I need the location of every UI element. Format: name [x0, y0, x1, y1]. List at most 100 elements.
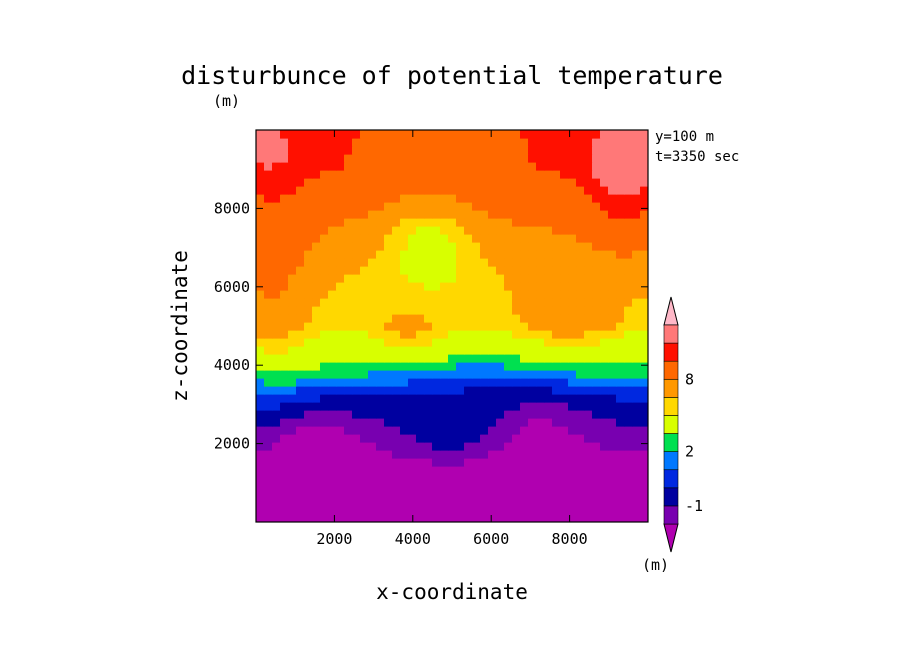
field-cell: [472, 466, 481, 475]
field-cell: [472, 394, 481, 403]
field-cell: [560, 442, 569, 451]
field-cell: [456, 138, 465, 147]
field-cell: [320, 226, 329, 235]
field-cell: [392, 266, 401, 275]
field-cell: [552, 474, 561, 483]
field-cell: [592, 474, 601, 483]
field-cell: [320, 162, 329, 171]
field-cell: [368, 370, 377, 379]
field-cell: [536, 322, 545, 331]
field-cell: [456, 202, 465, 211]
field-cell: [376, 410, 385, 419]
field-cell: [408, 434, 417, 443]
field-cell: [408, 362, 417, 371]
field-cell: [592, 202, 601, 211]
field-cell: [544, 258, 553, 267]
field-cell: [256, 298, 265, 307]
field-cell: [264, 234, 273, 243]
field-cell: [504, 466, 513, 475]
field-cell: [320, 490, 329, 499]
field-cell: [608, 354, 617, 363]
field-cell: [568, 490, 577, 499]
field-cell: [632, 490, 641, 499]
field-cell: [424, 146, 433, 155]
field-cell: [640, 450, 648, 459]
field-cell: [320, 282, 329, 291]
field-cell: [432, 450, 441, 459]
field-cell: [536, 506, 545, 515]
field-cell: [384, 410, 393, 419]
field-cell: [504, 218, 513, 227]
field-cell: [360, 210, 369, 219]
field-cell: [512, 266, 521, 275]
field-cell: [608, 402, 617, 411]
field-cell: [560, 498, 569, 507]
field-cell: [448, 386, 457, 395]
field-cell: [576, 194, 585, 203]
field-cell: [552, 282, 561, 291]
field-cell: [352, 442, 361, 451]
field-cell: [480, 370, 489, 379]
field-cell: [400, 306, 409, 315]
field-cell: [464, 258, 473, 267]
field-cell: [400, 466, 409, 475]
field-cell: [600, 242, 609, 251]
field-cell: [576, 330, 585, 339]
field-cell: [272, 482, 281, 491]
field-cell: [472, 354, 481, 363]
field-cell: [288, 386, 297, 395]
field-cell: [256, 354, 265, 363]
field-cell: [488, 274, 497, 283]
field-cell: [288, 482, 297, 491]
field-cell: [616, 290, 625, 299]
field-cell: [552, 250, 561, 259]
field-cell: [576, 146, 585, 155]
field-cell: [296, 338, 305, 347]
field-cell: [400, 450, 409, 459]
field-cell: [480, 378, 489, 387]
field-cell: [416, 274, 425, 283]
field-cell: [344, 130, 353, 139]
field-cell: [488, 426, 497, 435]
field-cell: [424, 282, 433, 291]
field-cell: [304, 490, 313, 499]
field-cell: [296, 418, 305, 427]
field-cell: [576, 378, 585, 387]
field-cell: [288, 170, 297, 179]
field-cell: [608, 346, 617, 355]
field-cell: [336, 170, 345, 179]
field-cell: [504, 434, 513, 443]
field-cell: [576, 346, 585, 355]
field-cell: [592, 322, 601, 331]
field-cell: [448, 346, 457, 355]
field-cell: [328, 330, 337, 339]
field-cell: [344, 138, 353, 147]
field-cell: [608, 298, 617, 307]
field-cell: [512, 426, 521, 435]
field-cell: [512, 250, 521, 259]
field-cell: [464, 338, 473, 347]
field-cell: [280, 338, 289, 347]
field-cell: [592, 458, 601, 467]
field-cell: [432, 130, 441, 139]
field-cell: [576, 170, 585, 179]
field-cell: [408, 234, 417, 243]
field-cell: [616, 338, 625, 347]
field-cell: [512, 514, 521, 522]
field-cell: [368, 226, 377, 235]
field-cell: [280, 322, 289, 331]
field-cell: [448, 498, 457, 507]
field-cell: [256, 514, 265, 522]
field-cell: [584, 506, 593, 515]
field-cell: [560, 154, 569, 163]
field-cell: [440, 370, 449, 379]
field-cell: [288, 162, 297, 171]
field-cell: [520, 242, 529, 251]
field-cell: [480, 194, 489, 203]
field-cell: [488, 242, 497, 251]
field-cell: [432, 282, 441, 291]
field-cell: [480, 362, 489, 371]
field-cell: [264, 178, 273, 187]
field-cell: [504, 258, 513, 267]
field-cell: [568, 394, 577, 403]
